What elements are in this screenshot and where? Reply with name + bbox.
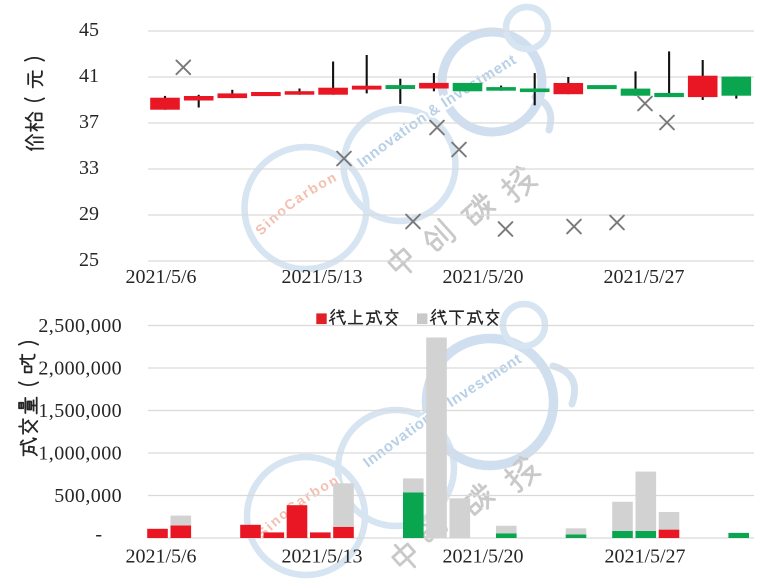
svg-text:2,500,000: 2,500,000 <box>38 315 122 337</box>
svg-text:2021/5/13: 2021/5/13 <box>281 546 362 568</box>
svg-text:2021/5/6: 2021/5/6 <box>125 266 196 288</box>
svg-text:29: 29 <box>79 203 99 225</box>
svg-text:2021/5/20: 2021/5/20 <box>442 546 523 568</box>
svg-text:25: 25 <box>79 249 99 271</box>
svg-text:2021/5/20: 2021/5/20 <box>442 266 523 288</box>
svg-text:-: - <box>95 524 102 546</box>
svg-text:37: 37 <box>79 111 99 133</box>
svg-text:2021/5/13: 2021/5/13 <box>281 266 362 288</box>
svg-text:33: 33 <box>79 157 99 179</box>
svg-text:2021/5/6: 2021/5/6 <box>125 546 196 568</box>
svg-text:2,000,000: 2,000,000 <box>38 358 122 380</box>
svg-text:41: 41 <box>79 65 99 87</box>
svg-text:1,500,000: 1,500,000 <box>38 400 122 422</box>
svg-text:1,000,000: 1,000,000 <box>38 443 122 465</box>
svg-text:2021/5/27: 2021/5/27 <box>603 266 684 288</box>
svg-text:500,000: 500,000 <box>54 485 122 507</box>
svg-text:2021/5/27: 2021/5/27 <box>604 546 685 568</box>
svg-text:45: 45 <box>79 19 99 41</box>
